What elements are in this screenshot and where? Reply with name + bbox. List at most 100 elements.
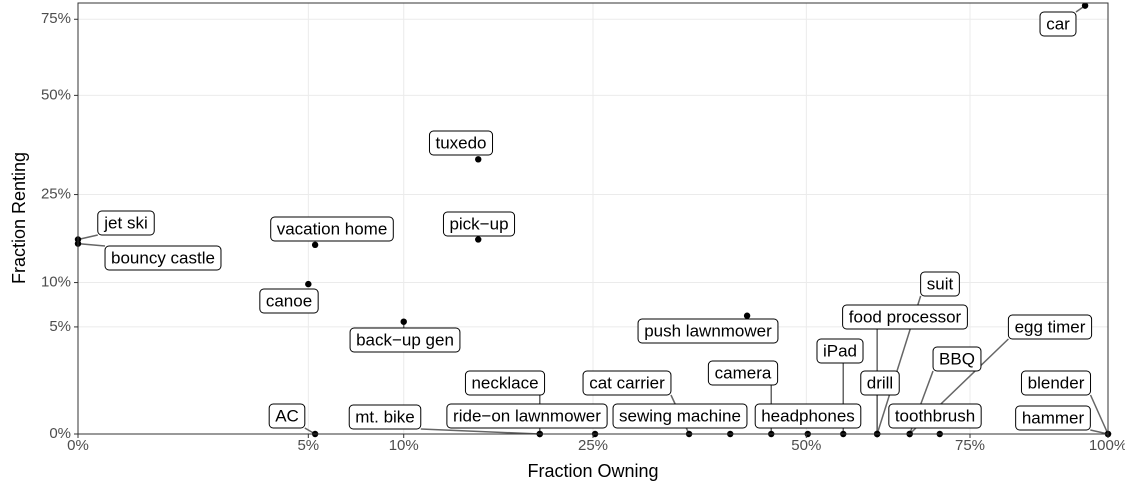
point-label: tuxedo xyxy=(428,130,494,156)
label-box xyxy=(348,404,422,430)
point-label-text: suit xyxy=(927,274,954,293)
x-axis-title: Fraction Owning xyxy=(527,461,658,481)
label-box xyxy=(104,245,222,271)
point-label: blender xyxy=(1020,370,1092,396)
label-box xyxy=(1007,314,1093,340)
point-label-text: AC xyxy=(275,406,299,425)
point-label: headphones xyxy=(754,403,862,429)
point xyxy=(1081,2,1089,9)
point-label-text: cat carrier xyxy=(589,373,665,392)
point-label: suit xyxy=(920,271,960,297)
point-label: canoe xyxy=(259,288,319,314)
leader-line xyxy=(77,242,106,247)
y-tick-label: 10% xyxy=(41,274,71,291)
point-label-text: vacation home xyxy=(277,219,388,238)
label-box xyxy=(582,370,672,396)
label-box xyxy=(1015,405,1091,431)
point-label-text: necklace xyxy=(471,373,538,392)
label-box xyxy=(637,318,779,344)
label-box xyxy=(816,338,864,364)
point-label-text: ride−on lawnmower xyxy=(453,406,601,425)
point-label: cat carrier xyxy=(582,370,672,396)
point-label: camera xyxy=(707,360,779,386)
label-box xyxy=(860,370,900,396)
point-label: AC xyxy=(268,403,306,429)
leader-line xyxy=(1089,394,1109,435)
point-label-text: back−up gen xyxy=(356,330,454,349)
point-label: BBQ xyxy=(932,346,982,372)
point-label: drill xyxy=(860,370,900,396)
y-axis-title: Fraction Renting xyxy=(9,152,29,284)
x-tick-label: 25% xyxy=(578,437,608,454)
point-label-text: tuxedo xyxy=(435,133,486,152)
label-box xyxy=(349,327,461,353)
label-box xyxy=(842,304,968,330)
point-label-text: egg timer xyxy=(1015,317,1086,336)
point xyxy=(475,236,482,243)
leader-line xyxy=(420,428,540,435)
label-box xyxy=(97,210,155,236)
point-label: toothbrush xyxy=(888,403,982,429)
x-tick-label: 5% xyxy=(297,437,319,454)
label-box xyxy=(1020,370,1092,396)
point-label: back−up gen xyxy=(349,327,461,353)
x-tick-label: 10% xyxy=(389,437,419,454)
point-label-text: toothbrush xyxy=(895,406,975,425)
y-tick-label: 75% xyxy=(41,10,71,27)
point xyxy=(305,280,312,288)
x-tick-label: 100% xyxy=(1089,437,1125,454)
point-label-text: BBQ xyxy=(939,349,975,368)
label-box xyxy=(428,130,494,156)
point xyxy=(311,241,319,249)
point-label: push lawnmower xyxy=(637,318,779,344)
point-label: ride−on lawnmower xyxy=(446,403,608,429)
point-label: bouncy castle xyxy=(104,245,222,271)
point-label: food processor xyxy=(842,304,968,330)
point-label-text: jet ski xyxy=(103,213,147,232)
label-box xyxy=(464,370,546,396)
point-label: jet ski xyxy=(97,210,155,236)
label-box xyxy=(268,403,306,429)
label-box xyxy=(270,216,394,242)
point-label: pick−up xyxy=(442,211,516,237)
point-label-text: sewing machine xyxy=(619,406,741,425)
point-label-text: canoe xyxy=(266,291,312,310)
point-label: iPad xyxy=(816,338,864,364)
x-tick-label: 75% xyxy=(955,437,985,454)
label-box xyxy=(754,403,862,429)
point-label: hammer xyxy=(1015,405,1091,431)
point-label-text: car xyxy=(1046,14,1070,33)
point-label: sewing machine xyxy=(612,403,748,429)
point-label-text: pick−up xyxy=(449,214,508,233)
point-label: car xyxy=(1039,11,1077,37)
y-tick-label: 0% xyxy=(49,425,71,442)
point-label: necklace xyxy=(464,370,546,396)
point xyxy=(743,312,751,319)
label-box xyxy=(446,403,608,429)
point-label-text: food processor xyxy=(849,307,962,326)
point-label-text: mt. bike xyxy=(355,407,415,426)
point-label-text: headphones xyxy=(761,406,855,425)
point xyxy=(475,156,482,163)
y-tick-label: 50% xyxy=(41,86,71,103)
point-label-text: bouncy castle xyxy=(111,248,215,267)
label-box xyxy=(442,211,516,237)
point-label-text: hammer xyxy=(1022,408,1085,427)
label-box xyxy=(920,271,960,297)
label-box xyxy=(1039,11,1077,37)
point-label-text: push lawnmower xyxy=(644,321,772,340)
point-label: egg timer xyxy=(1007,314,1093,340)
y-tick-label: 25% xyxy=(41,186,71,203)
point-label: mt. bike xyxy=(348,404,422,430)
label-box xyxy=(259,288,319,314)
label-box xyxy=(888,403,982,429)
label-box xyxy=(932,346,982,372)
label-box xyxy=(612,403,748,429)
point-label: vacation home xyxy=(270,216,394,242)
x-tick-label: 50% xyxy=(791,437,821,454)
x-tick-label: 0% xyxy=(67,437,89,454)
point xyxy=(400,318,407,325)
point-label-text: camera xyxy=(715,363,772,382)
point-label-text: iPad xyxy=(823,341,857,360)
